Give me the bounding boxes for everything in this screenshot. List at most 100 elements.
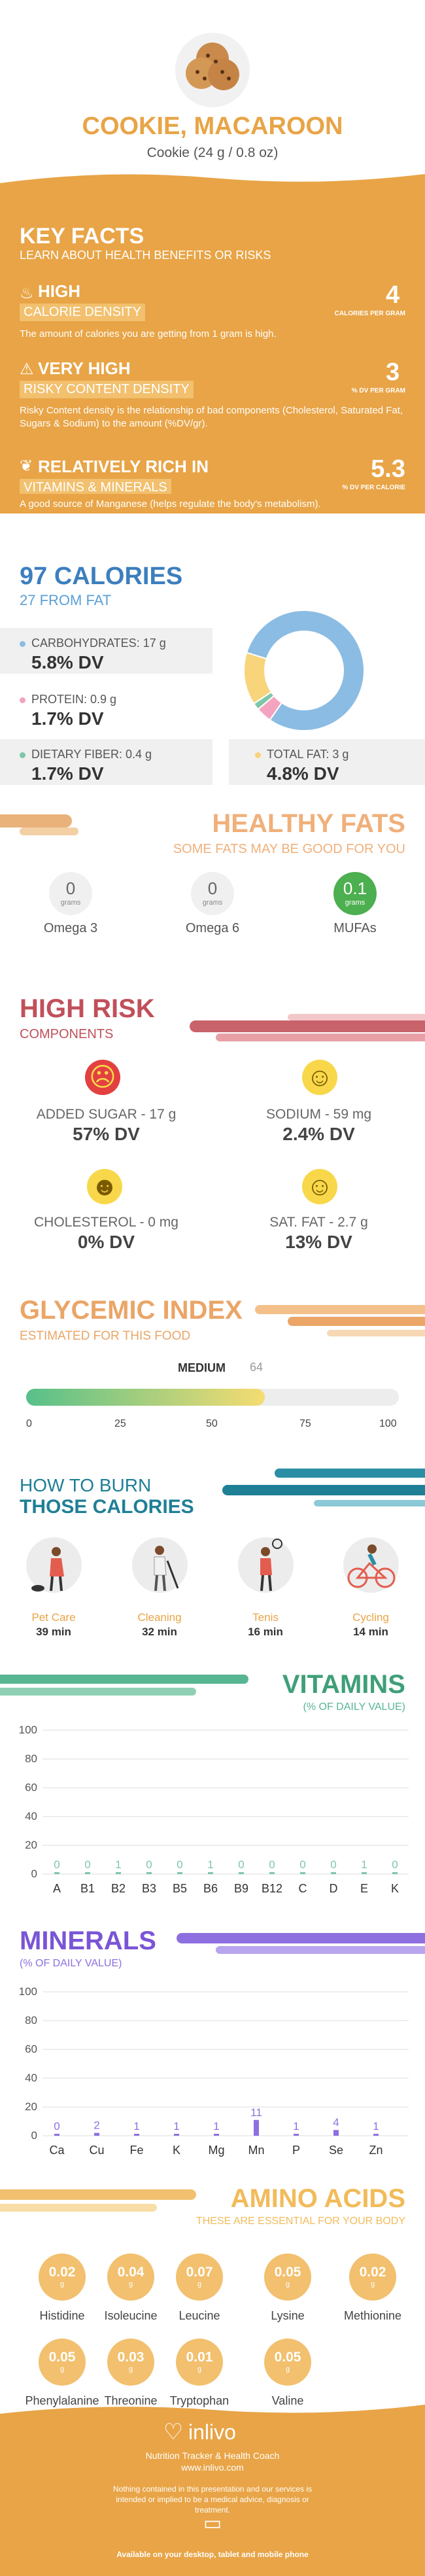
y-tick-label: 80	[25, 1752, 37, 1765]
fact-label: RISKY CONTENT DENSITY	[20, 381, 194, 398]
cookie-icon	[186, 43, 239, 90]
footer-url[interactable]: www.inlivo.com	[181, 2462, 244, 2473]
footer-available: Available on your desktop, tablet and mo…	[116, 2550, 309, 2559]
bar-value-label: 0	[392, 1858, 398, 1871]
amino-unit: g	[285, 2280, 290, 2288]
high-risk-section: HIGH RISK COMPONENTS ☹ ADDED SUGAR - 17 …	[0, 984, 425, 1279]
gi-tick: 100	[379, 1418, 397, 1429]
bar-value-label: 0	[84, 1858, 90, 1871]
fire-icon: ♨	[20, 285, 34, 302]
omega6-label: Omega 6	[185, 921, 240, 935]
amino-subtitle: THESE ARE ESSENTIAL FOR YOUR BODY	[196, 2216, 405, 2227]
activity-name: Tenis	[252, 1611, 279, 1624]
gi-tick: 25	[114, 1418, 126, 1429]
warning-icon: ⚠	[20, 360, 34, 378]
risk-subtitle: COMPONENTS	[20, 1027, 114, 1041]
bar-value-label: 4	[333, 2116, 339, 2129]
leaf-icon: ❦	[20, 457, 33, 475]
footer-brand[interactable]: inlivo	[188, 2420, 236, 2444]
category-label: D	[330, 1882, 338, 1895]
amino-value: 0.02	[48, 2265, 76, 2280]
amino-unit: g	[197, 2280, 202, 2288]
key-facts-section: KEY FACTS LEARN ABOUT HEALTH BENEFITS OR…	[0, 174, 425, 497]
burn-decor-bar	[275, 1469, 425, 1478]
carb-label: CARBOHYDRATES: 17 g	[31, 636, 166, 650]
amino-value: 0.05	[274, 2350, 301, 2365]
gi-decor-bar-2	[288, 1317, 425, 1326]
category-label: Se	[329, 2144, 343, 2157]
wave-top-decor	[0, 174, 425, 188]
pet-care-icon	[26, 1537, 82, 1593]
key-facts-extension	[0, 494, 425, 513]
amino-name: Valine	[271, 2394, 304, 2407]
bar-B12	[269, 1872, 275, 1874]
key-facts-subtitle: LEARN ABOUT HEALTH BENEFITS OR RISKS	[20, 249, 271, 262]
fact-item-vitamins: ❦ RELATIVELY RICH IN VITAMINS & MINERALS…	[0, 455, 425, 509]
burn-section: HOW TO BURN THOSE CALORIES Pet Care 39 m…	[0, 1449, 425, 1665]
gi-subtitle: ESTIMATED FOR THIS FOOD	[20, 1329, 191, 1343]
fact-unit: CALORIES PER GRAM	[334, 310, 405, 317]
fact-desc: Risky Content density is the relationshi…	[20, 405, 403, 429]
category-label: Ca	[49, 2144, 65, 2157]
y-tick-label: 40	[25, 1810, 37, 1822]
bar-value-label: 0	[177, 1858, 182, 1871]
bar-value-label: 2	[94, 2119, 99, 2132]
bar-A	[54, 1872, 60, 1874]
category-label: Zn	[369, 2144, 382, 2157]
fact-unit: % DV PER GRAM	[351, 387, 405, 394]
vitamins-section: VITAMINS (% OF DAILY VALUE) 0 20 40 60 80 100…	[0, 1665, 425, 1920]
category-label: B1	[80, 1882, 95, 1895]
amino-unit: g	[370, 2280, 375, 2288]
amino-name: Tryptophan	[169, 2394, 230, 2407]
amino-name: Leucine	[178, 2309, 220, 2322]
amino-circle: 0.05 g	[264, 2254, 311, 2301]
y-tick-label: 0	[31, 2129, 37, 2142]
page-title: COOKIE, MACAROON	[82, 113, 343, 140]
y-tick-label: 100	[19, 1724, 37, 1736]
mufa-label: MUFAs	[333, 921, 377, 935]
bar-Mn	[254, 2119, 259, 2136]
risk-label: SODIUM - 59 mg	[265, 1107, 372, 1122]
fat-unit: grams	[60, 899, 81, 907]
category-label: K	[173, 2144, 180, 2157]
gi-tick: 0	[26, 1418, 32, 1429]
omega3-circle: 0 grams	[49, 872, 92, 915]
carb-row	[0, 628, 212, 674]
bar-Cu	[94, 2132, 99, 2136]
amino-decor-bar	[0, 2189, 196, 2200]
fact-value: 5.3	[371, 455, 405, 483]
bar-P	[294, 2134, 299, 2136]
risk-decor-bar	[190, 1020, 425, 1032]
fact-level: VERY HIGH	[38, 358, 131, 378]
fiber-dot	[20, 752, 26, 758]
happy-face-icon: ☺	[302, 1169, 337, 1204]
gi-value: 64	[250, 1361, 264, 1374]
amino-name: Methionine	[343, 2309, 402, 2322]
fats-decor-bar	[0, 814, 72, 827]
amino-decor-bar-2	[0, 2204, 157, 2212]
cleaning-icon	[132, 1537, 188, 1593]
y-tick-label: 100	[19, 1985, 37, 1998]
bar-value-label: 0	[146, 1858, 152, 1871]
cycling-icon	[343, 1537, 399, 1593]
fat-value: 0	[65, 879, 76, 898]
fact-label: CALORIE DENSITY	[20, 304, 146, 321]
bar-value-label: 1	[173, 2120, 179, 2132]
burn-title-2: THOSE CALORIES	[20, 1496, 194, 1518]
calories-section: 97 CALORIES 27 FROM FAT CARBOHYDRATES: 1…	[0, 513, 425, 801]
fats-title: HEALTHY FATS	[212, 809, 405, 838]
bar-value-label: 1	[373, 2120, 379, 2132]
bar-B2	[116, 1872, 121, 1874]
activity-name: Cleaning	[137, 1611, 182, 1624]
risk-dv: 57% DV	[73, 1124, 140, 1144]
donut-slice	[243, 652, 273, 705]
key-facts-title: KEY FACTS	[20, 224, 144, 249]
bar-B9	[239, 1872, 244, 1874]
amino-name: Threonine	[104, 2394, 158, 2407]
fact-label: VITAMINS & MINERALS	[20, 479, 171, 496]
bar-K	[174, 2134, 179, 2136]
bar-Fe	[134, 2134, 139, 2136]
fats-decor-bar-2	[20, 827, 78, 835]
amino-circle: 0.04 g	[107, 2254, 154, 2301]
bar-E	[362, 1872, 367, 1874]
